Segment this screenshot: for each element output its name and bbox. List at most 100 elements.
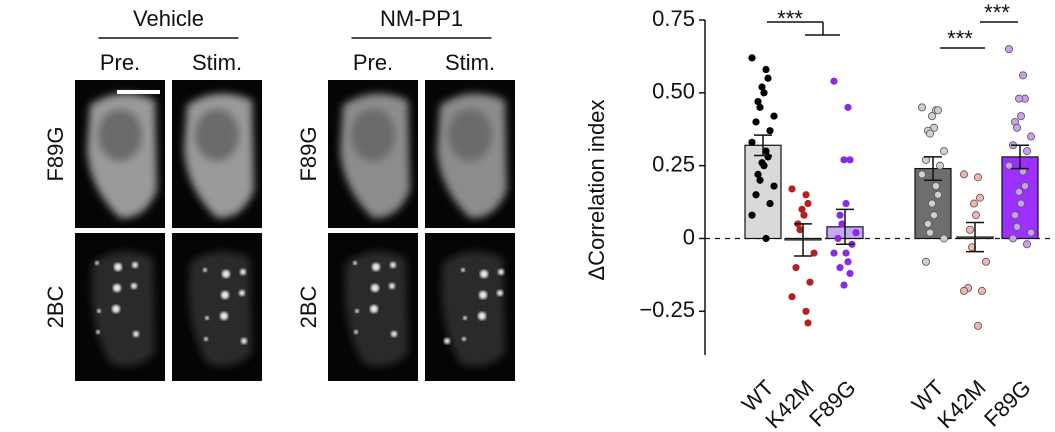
puncta <box>444 338 450 344</box>
data-point <box>788 185 796 193</box>
data-point <box>836 264 844 272</box>
data-point <box>982 257 991 266</box>
puncta <box>498 269 504 275</box>
data-point <box>1023 240 1032 249</box>
data-point <box>852 229 860 237</box>
puncta <box>353 261 357 265</box>
cell-outline <box>441 251 505 367</box>
data-point <box>1011 211 1020 220</box>
data-point <box>1017 199 1026 208</box>
data-point <box>1027 132 1036 141</box>
column-label: Pre. <box>353 50 393 75</box>
data-point <box>974 173 983 182</box>
data-point <box>1013 123 1022 132</box>
data-point <box>804 319 812 327</box>
data-point <box>806 278 814 286</box>
data-point <box>966 225 975 234</box>
data-point <box>1005 161 1014 170</box>
puncta <box>371 284 379 292</box>
data-point <box>802 307 810 315</box>
data-point <box>960 170 969 179</box>
x-tick-label: K42M <box>932 375 990 432</box>
data-point <box>834 234 842 243</box>
data-point <box>802 191 810 199</box>
data-point <box>1017 112 1026 121</box>
data-point <box>800 211 808 219</box>
data-point <box>940 147 949 156</box>
data-point <box>770 182 778 190</box>
data-point <box>926 228 935 237</box>
data-point <box>796 226 804 234</box>
data-point <box>762 234 770 243</box>
puncta <box>96 330 100 334</box>
data-point <box>762 147 770 155</box>
group-title: Vehicle <box>133 6 204 31</box>
column-label: Pre. <box>100 50 140 75</box>
bar <box>744 144 782 240</box>
y-tick-label: 0 <box>683 224 695 249</box>
puncta <box>240 269 246 275</box>
puncta <box>205 316 209 320</box>
error-bar <box>794 223 812 257</box>
puncta <box>461 268 465 272</box>
significance-label: *** <box>984 0 1010 25</box>
puncta <box>222 270 230 278</box>
data-point <box>792 264 800 272</box>
data-point <box>1015 187 1024 196</box>
puncta <box>391 331 397 337</box>
puncta <box>355 309 359 313</box>
puncta <box>133 331 139 337</box>
data-point <box>752 118 760 126</box>
puncta <box>478 312 486 320</box>
data-point <box>1027 228 1036 237</box>
data-point <box>754 170 762 178</box>
data-point <box>752 191 760 199</box>
data-point <box>970 199 979 208</box>
significance-label: *** <box>947 26 973 51</box>
puncta <box>204 337 208 341</box>
puncta <box>390 262 396 268</box>
column-label: Stim. <box>192 50 242 75</box>
data-point <box>1019 71 1028 80</box>
data-point <box>932 182 941 191</box>
row-label: F89G <box>296 126 321 181</box>
data-point <box>830 77 838 85</box>
puncta <box>497 290 503 296</box>
data-point <box>922 257 931 266</box>
error-bar <box>1011 144 1029 170</box>
nucleus <box>98 109 142 161</box>
data-point <box>960 286 969 295</box>
data-point <box>762 65 770 74</box>
data-point <box>918 103 927 112</box>
nucleus <box>195 109 239 161</box>
row-label: 2BC <box>296 285 321 328</box>
data-point <box>754 97 762 106</box>
data-point <box>846 269 854 278</box>
data-point <box>748 211 756 219</box>
data-point <box>838 220 846 228</box>
data-point <box>770 112 778 120</box>
data-point <box>1013 222 1022 231</box>
puncta <box>462 337 466 341</box>
y-tick-label: −0.25 <box>639 297 695 322</box>
puncta <box>389 283 395 289</box>
data-point <box>748 138 756 146</box>
puncta <box>239 290 245 296</box>
data-point <box>764 74 772 82</box>
significance-bracket <box>767 21 840 36</box>
puncta <box>131 283 137 289</box>
puncta <box>463 316 467 320</box>
data-point <box>976 193 985 202</box>
data-point <box>758 83 766 91</box>
data-point <box>924 219 933 228</box>
data-point <box>756 176 764 184</box>
data-point <box>842 249 850 257</box>
data-point <box>840 156 848 164</box>
data-point <box>748 54 756 62</box>
data-point <box>836 211 844 219</box>
row-label: F89G <box>43 126 68 181</box>
data-point <box>766 127 774 135</box>
puncta <box>97 309 101 313</box>
data-point <box>798 205 806 213</box>
